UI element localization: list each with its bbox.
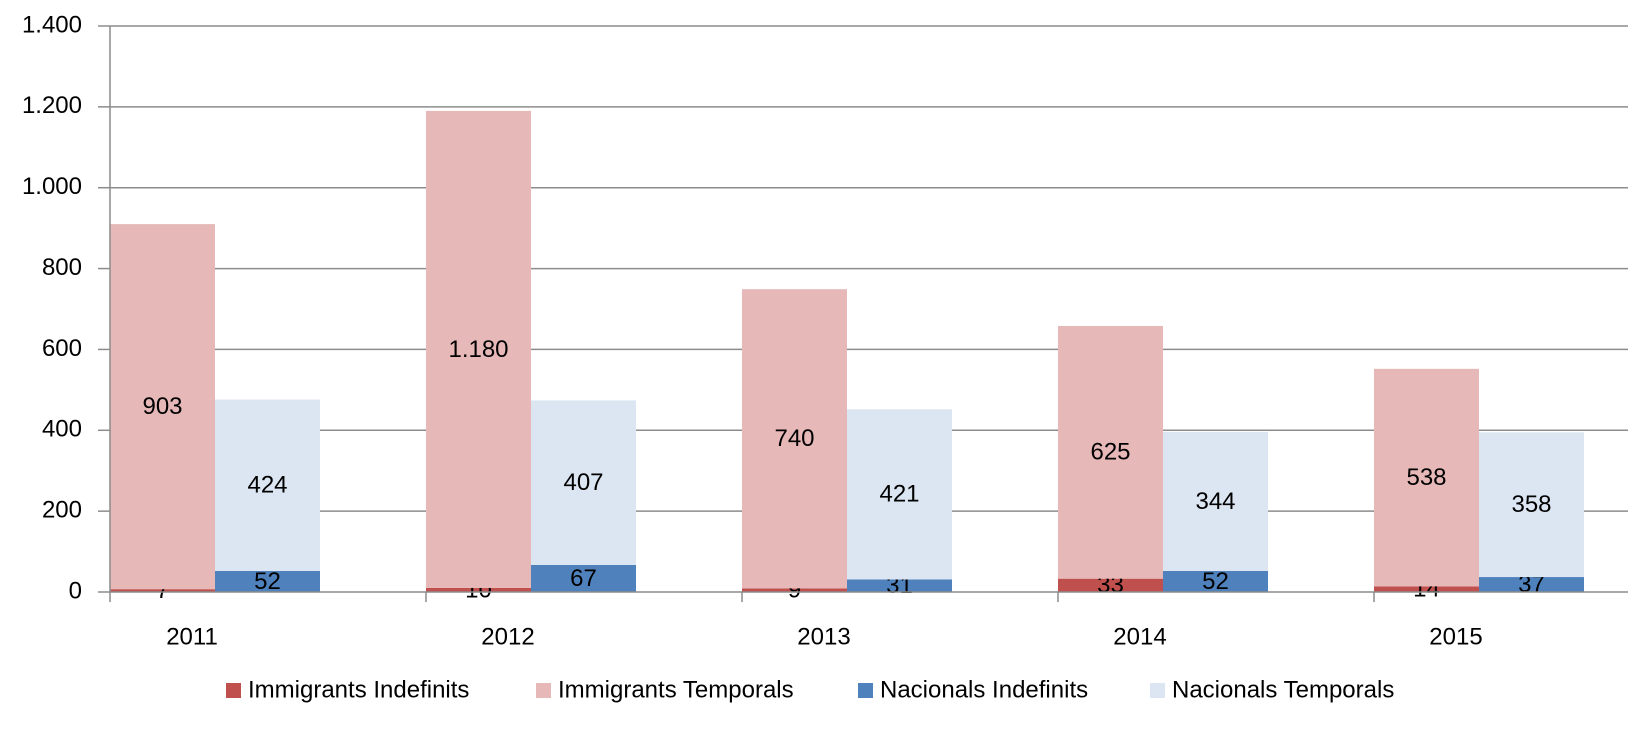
bar-segment [742,289,847,589]
data-label: 538 [1406,464,1446,491]
y-tick-label: 400 [42,416,82,443]
data-label: 52 [1202,568,1229,595]
data-label: 421 [879,481,919,508]
legend-label: Immigrants Temporals [558,676,794,703]
data-label: 67 [570,565,597,592]
bar-segment [215,399,320,571]
legend-swatch [1150,683,1165,698]
legend-label: Nacionals Temporals [1172,676,1394,703]
y-tick-label: 1.200 [22,92,82,119]
bar-segment [1479,577,1584,592]
bar-segment [110,224,215,590]
data-label: 625 [1090,439,1130,466]
bar-segment [426,110,531,588]
bar-segment [1374,368,1479,587]
x-tick-label: 2013 [797,623,850,650]
y-tick-label: 0 [69,577,82,604]
legend-swatch [858,683,873,698]
bar-segment [1374,586,1479,592]
bar-segment [531,564,636,592]
bar-segment [1058,325,1163,579]
y-tick-label: 800 [42,254,82,281]
bar-segment [1479,432,1584,578]
x-tick-label: 2014 [1113,623,1166,650]
legend-label: Nacionals Indefinits [880,676,1088,703]
data-label: 52 [254,568,281,595]
bar-segment [1163,431,1268,571]
legend-label: Immigrants Indefinits [248,676,469,703]
bar-segment [847,579,952,592]
data-label: 407 [563,469,603,496]
bar-segment [215,570,320,592]
y-tick-label: 1.000 [22,173,82,200]
legend-swatch [226,683,241,698]
y-tick-label: 600 [42,335,82,362]
x-tick-label: 2011 [166,623,218,650]
bar-segment [426,587,531,592]
data-label: 358 [1511,491,1551,518]
bar-segment [847,409,952,580]
y-tick-label: 1.400 [22,11,82,38]
data-label: 903 [142,393,182,420]
x-tick-label: 2012 [481,623,534,650]
legend-swatch [536,683,551,698]
bar-segment [1058,578,1163,592]
data-label: 344 [1195,488,1235,515]
data-label: 740 [774,425,814,452]
data-label: 1.180 [448,336,508,363]
bar-segment [1163,570,1268,592]
y-tick-label: 200 [42,496,82,523]
bar-segment [110,589,215,592]
bar-segment [531,400,636,565]
data-label: 424 [247,472,287,499]
x-tick-label: 2015 [1429,623,1482,650]
bar-segment [742,588,847,592]
